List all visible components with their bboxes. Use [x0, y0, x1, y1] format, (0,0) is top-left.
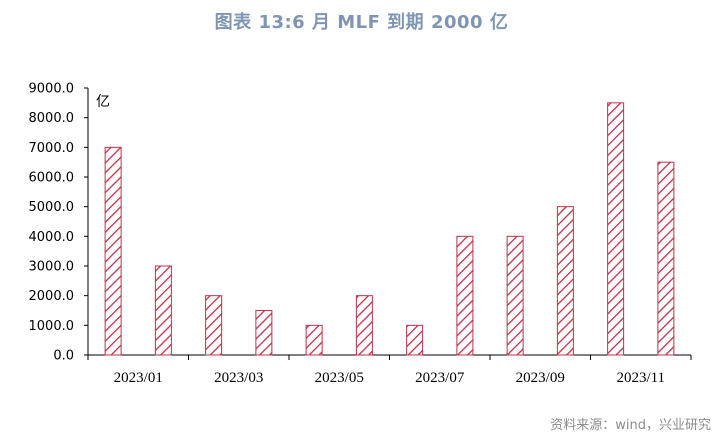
y-tick-label: 8000.0 [29, 111, 75, 126]
chart-title: 图表 13:6 月 MLF 到期 2000 亿 [214, 12, 509, 33]
bar-2023/06 [355, 295, 373, 356]
y-tick-label: 4000.0 [29, 230, 75, 245]
y-tick-label: 0.0 [53, 349, 74, 364]
bar-2023/02 [154, 265, 172, 356]
y-tick-label: 2000.0 [29, 289, 75, 304]
x-tick-label: 2023/09 [516, 370, 565, 386]
bar-2023/05 [305, 324, 323, 356]
y-tick-label: 3000.0 [29, 260, 75, 275]
y-tick-label: 1000.0 [29, 319, 75, 334]
bar-2023/11 [607, 102, 625, 356]
x-tick-label: 2023/07 [415, 370, 465, 386]
bar-2023/10 [556, 206, 574, 356]
y-tick-label: 7000.0 [29, 141, 75, 156]
bar-2023/03 [205, 295, 223, 356]
bar-2023/08 [456, 235, 474, 356]
y-tick-label: 6000.0 [29, 171, 75, 186]
y-unit-label: 亿 [96, 94, 110, 110]
source-note: 资料来源：wind，兴业研究 [550, 418, 711, 433]
y-tick-label: 5000.0 [29, 200, 75, 215]
x-tick-label: 2023/11 [616, 370, 665, 386]
x-tick-label: 2023/05 [315, 370, 364, 386]
bar-2023/12 [657, 161, 675, 356]
bar-2023/07 [406, 324, 424, 356]
bar-2023/01 [104, 146, 122, 356]
bar-2023/04 [255, 310, 273, 356]
x-tick-label: 2023/01 [114, 370, 163, 386]
bar-2023/09 [506, 235, 524, 356]
y-tick-label: 9000.0 [29, 82, 75, 97]
x-tick-label: 2023/03 [214, 370, 263, 386]
